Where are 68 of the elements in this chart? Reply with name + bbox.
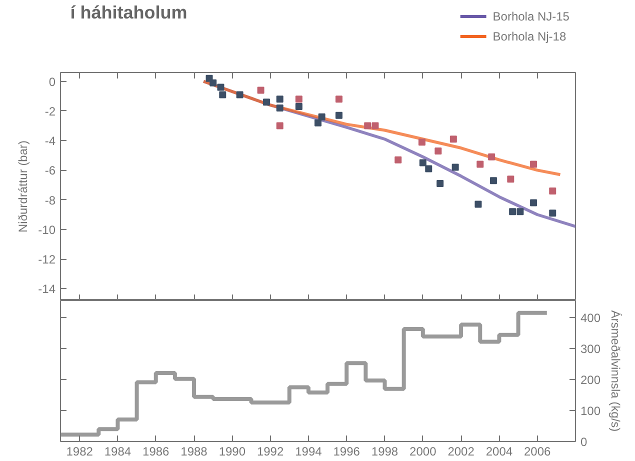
point xyxy=(372,122,379,130)
x-tick-label: 2000 xyxy=(410,444,437,458)
y-tick-label: -10 xyxy=(38,222,56,237)
point xyxy=(434,147,442,154)
point xyxy=(364,122,372,130)
chart-title: í háhitaholum xyxy=(70,2,188,22)
point xyxy=(295,96,302,103)
x-tick-label: 1986 xyxy=(142,444,170,458)
y-axis-title: Niðurdráttur (bar) xyxy=(16,140,30,233)
point xyxy=(476,160,484,168)
x-tick-label: 1996 xyxy=(333,444,360,458)
point xyxy=(394,156,402,164)
point xyxy=(276,104,284,112)
point xyxy=(507,176,514,183)
point xyxy=(452,164,459,171)
point xyxy=(236,91,244,98)
point xyxy=(257,86,264,94)
point xyxy=(217,84,224,91)
y-tick-label: -14 xyxy=(38,282,56,296)
point xyxy=(276,122,284,130)
y2-tick-label: 0 xyxy=(580,435,588,449)
y2-axis-title: Ársmeðalvinnsla (kg/s) xyxy=(608,310,623,432)
point xyxy=(549,210,556,217)
x-tick-label: 1982 xyxy=(66,444,94,458)
point xyxy=(335,96,342,103)
x-tick-label: 1990 xyxy=(218,444,246,458)
point xyxy=(530,199,538,206)
point xyxy=(210,79,217,86)
x-tick-label: 2002 xyxy=(448,444,475,458)
y2-tick-label: 100 xyxy=(580,404,601,418)
point xyxy=(488,153,496,160)
y-tick-label: -8 xyxy=(44,193,56,208)
point xyxy=(219,91,226,98)
x-tick-label: 1998 xyxy=(371,444,398,458)
y-tick-label: 0 xyxy=(48,74,56,89)
y-tick-label: -2 xyxy=(44,104,56,118)
x-tick-label: 1988 xyxy=(180,444,208,458)
y2-tick-label: 300 xyxy=(580,342,601,356)
point xyxy=(425,165,432,172)
point xyxy=(276,96,284,103)
x-tick-label: 2006 xyxy=(524,444,552,458)
point xyxy=(450,136,457,143)
x-tick-label: 1994 xyxy=(295,444,322,458)
point xyxy=(263,98,270,106)
point xyxy=(418,138,426,146)
legend-label: Borhola Nj-18 xyxy=(492,30,566,44)
legend-label: Borhola NJ-15 xyxy=(492,10,570,24)
point xyxy=(530,160,538,168)
point xyxy=(516,208,524,216)
x-tick-label: 1984 xyxy=(104,444,132,458)
point xyxy=(295,103,302,110)
point xyxy=(318,113,326,120)
point xyxy=(436,180,444,188)
x-tick-label: 1992 xyxy=(256,444,284,458)
point xyxy=(335,112,342,119)
y-tick-label: -6 xyxy=(44,164,56,178)
y2-tick-label: 200 xyxy=(580,373,601,388)
y-tick-label: -12 xyxy=(38,252,56,267)
y2-tick-label: 400 xyxy=(580,311,601,326)
point xyxy=(509,208,516,216)
x-tick-label: 2004 xyxy=(486,444,513,458)
line-series xyxy=(202,80,562,176)
y-tick-label: -4 xyxy=(44,134,56,148)
point xyxy=(490,177,497,184)
point xyxy=(474,200,482,208)
point xyxy=(549,187,556,194)
point xyxy=(419,159,426,166)
point xyxy=(314,119,322,126)
